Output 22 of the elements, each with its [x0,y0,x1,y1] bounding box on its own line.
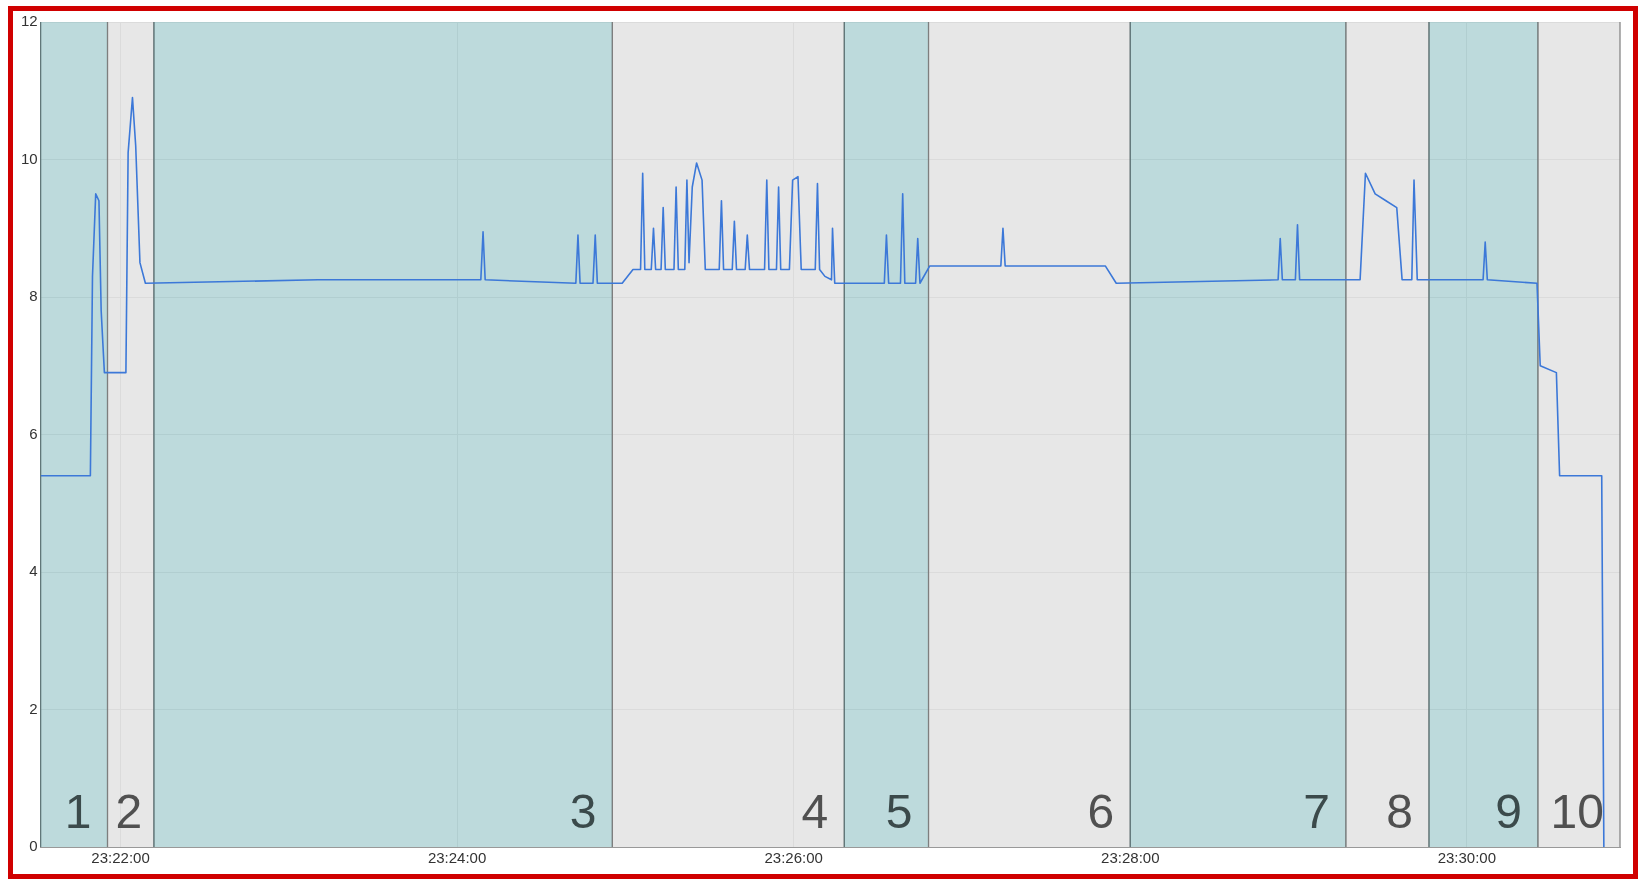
band-label: 3 [569,785,597,839]
y-tick-label: 4 [29,562,38,580]
x-tick-label: 23:30:00 [1437,849,1497,867]
y-tick-label: 2 [29,699,38,717]
band-label: 4 [801,785,829,839]
band-label: 10 [1550,785,1604,839]
x-tick-label: 23:22:00 [91,849,150,867]
y-tick-label: 12 [21,12,38,30]
band-label: 1 [64,785,92,839]
band-label: 6 [1087,785,1115,839]
band-label: 5 [885,785,913,839]
x-tick-label: 23:26:00 [764,849,823,867]
y-tick-label: 6 [29,424,38,442]
band-label: 8 [1386,785,1414,839]
band-label: 7 [1303,785,1330,839]
band-label: 9 [1495,785,1523,839]
y-tick-label: 0 [29,837,38,855]
y-tick-label: 10 [21,149,38,167]
band-label: 2 [115,785,143,839]
y-tick-label: 8 [29,287,38,305]
x-tick-label: 23:24:00 [427,849,487,867]
x-tick-label: 23:28:00 [1101,849,1160,867]
